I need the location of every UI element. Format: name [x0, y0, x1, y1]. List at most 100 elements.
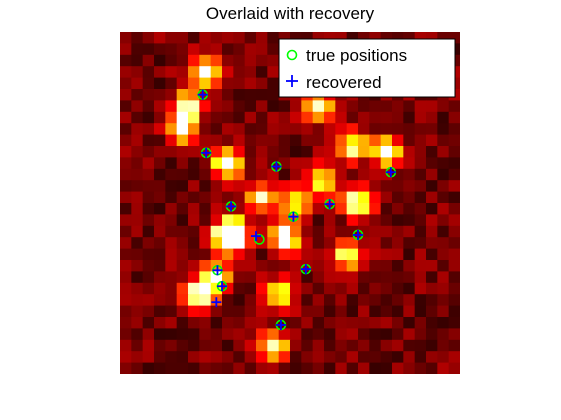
heatmap-cell [267, 146, 280, 158]
heatmap-cell [199, 157, 212, 170]
heatmap-cell [154, 294, 166, 306]
heatmap-cell [256, 54, 268, 67]
heatmap-cell [188, 168, 200, 181]
heatmap-cell [358, 317, 370, 329]
heatmap-cell [233, 214, 246, 227]
heatmap-cell [154, 111, 166, 124]
heatmap-cell [437, 123, 450, 135]
heatmap-cell [120, 43, 132, 56]
heatmap-cell [312, 271, 325, 284]
heatmap-cell [346, 305, 359, 318]
heatmap-cell [414, 191, 427, 204]
heatmap-cell [278, 225, 291, 238]
heatmap-cell [176, 362, 189, 374]
heatmap-cell [380, 328, 393, 341]
heatmap-cell [380, 191, 393, 204]
heatmap-cell [142, 214, 155, 227]
legend-box [278, 38, 456, 98]
heatmap-cell [392, 157, 404, 170]
heatmap-cell [290, 362, 302, 374]
heatmap-cell [358, 203, 370, 215]
heatmap-cell [131, 180, 144, 192]
heatmap-cell [199, 66, 212, 78]
heatmap-cell [165, 32, 178, 44]
heatmap-cell [188, 43, 200, 56]
heatmap-cell [346, 225, 359, 238]
heatmap-cell [335, 111, 348, 124]
heatmap-cell [222, 339, 234, 352]
heatmap-cell [335, 294, 348, 306]
heatmap-cell [210, 123, 223, 135]
heatmap-cell [312, 134, 325, 147]
heatmap-cell [448, 271, 460, 284]
heatmap-cell [188, 305, 200, 318]
heatmap-cell [312, 100, 325, 113]
heatmap-cell [380, 100, 393, 113]
heatmap-cell [346, 100, 359, 113]
heatmap-cell [244, 89, 257, 101]
heatmap-cell [290, 271, 302, 284]
heatmap-cell [346, 157, 359, 170]
heatmap-cell [222, 157, 234, 170]
heatmap-cell [290, 123, 302, 135]
heatmap-cell [358, 225, 370, 238]
heatmap-cell [403, 248, 416, 261]
heatmap-cell [210, 305, 223, 318]
heatmap-cell [290, 305, 302, 318]
heatmap-cell [324, 100, 336, 113]
heatmap-cell [131, 317, 144, 329]
heatmap-cell [222, 271, 234, 284]
heatmap-cell [437, 339, 450, 352]
heatmap-cell [278, 362, 291, 374]
heatmap-cell [426, 294, 438, 306]
heatmap-cell [199, 77, 212, 90]
heatmap-cell [176, 123, 189, 135]
heatmap-cell [256, 77, 268, 90]
heatmap-cell [358, 351, 370, 363]
heatmap-cell [244, 134, 257, 147]
heatmap-cell [142, 339, 155, 352]
heatmap-cell [222, 168, 234, 181]
heatmap-cell [222, 237, 234, 249]
heatmap-cell [369, 248, 382, 261]
heatmap-cell [142, 225, 155, 238]
heatmap-cell [120, 305, 132, 318]
heatmap-cell [176, 305, 189, 318]
heatmap-cell [131, 146, 144, 158]
heatmap-cell [301, 294, 314, 306]
heatmap-cell [222, 89, 234, 101]
heatmap-cell [176, 180, 189, 192]
heatmap-cell [392, 362, 404, 374]
heatmap-cell [165, 89, 178, 101]
heatmap-cell [256, 191, 268, 204]
heatmap-cell [392, 351, 404, 363]
heatmap-cell [154, 123, 166, 135]
heatmap-cell [131, 43, 144, 56]
heatmap-cell [210, 214, 223, 227]
heatmap-cell [165, 134, 178, 147]
heatmap-cell [233, 260, 246, 272]
heatmap-cell [199, 203, 212, 215]
heatmap-cell [448, 237, 460, 249]
heatmap-cell [154, 282, 166, 295]
heatmap-cell [301, 191, 314, 204]
heatmap-cell [448, 328, 460, 341]
heatmap-cell [358, 214, 370, 227]
heatmap-cell [335, 123, 348, 135]
heatmap-cell [335, 339, 348, 352]
heatmap-cell [188, 271, 200, 284]
heatmap-cell [131, 328, 144, 341]
heatmap-cell [358, 237, 370, 249]
heatmap-cell [301, 237, 314, 249]
heatmap-cell [154, 328, 166, 341]
heatmap-cell [199, 362, 212, 374]
heatmap-cell [142, 180, 155, 192]
heatmap-cell [176, 237, 189, 249]
heatmap-cell [335, 100, 348, 113]
heatmap-cell [142, 191, 155, 204]
heatmap-cell [448, 317, 460, 329]
heatmap-cell [222, 123, 234, 135]
heatmap-cell [233, 123, 246, 135]
recovered-marker [271, 161, 282, 172]
heatmap-cell [256, 248, 268, 261]
